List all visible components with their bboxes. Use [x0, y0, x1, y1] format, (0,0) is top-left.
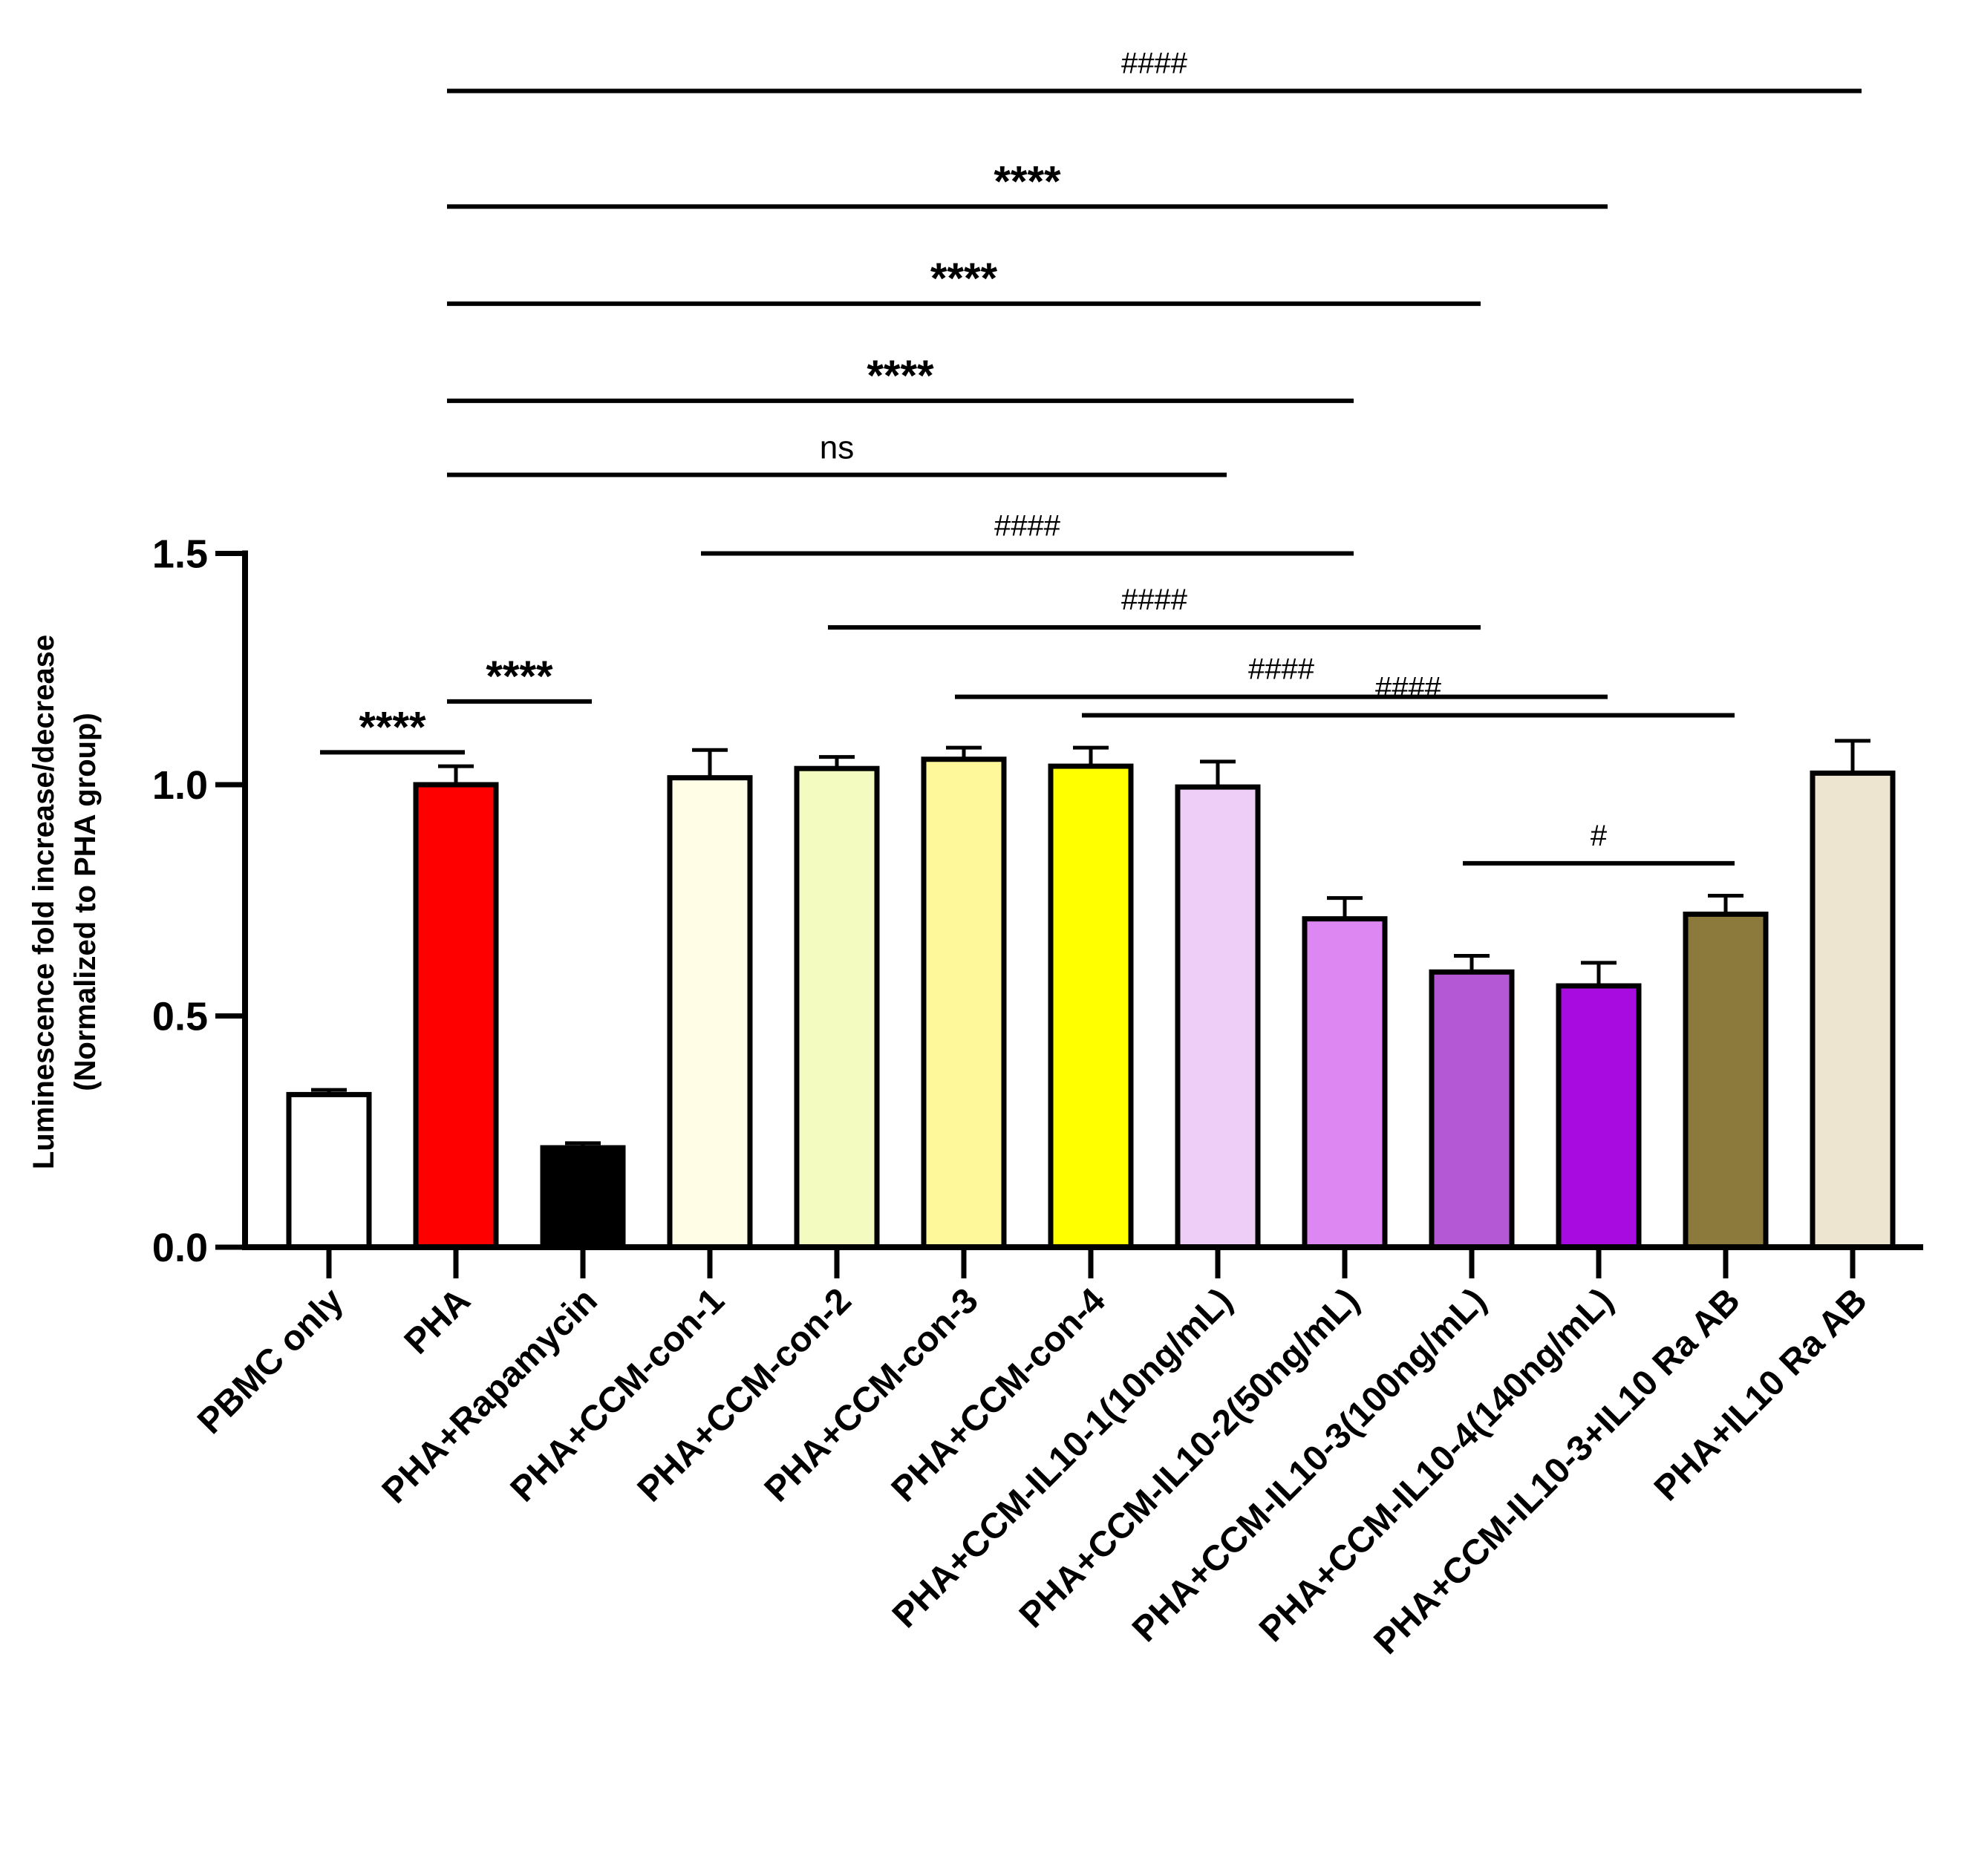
bar-pha-ccm-il10-1-10ng-ml [1175, 784, 1261, 1250]
y-tick-label-2: 1.0 [152, 763, 208, 808]
x-label-pha-ccm-con-2: PHA+CCM-con-2 [630, 1281, 859, 1509]
bar-pha-ccm-il10-4-140ng-ml [1556, 983, 1642, 1250]
significance-label-3: **** [994, 157, 1061, 206]
x-label-pha-rapamycin: PHA+Rapamycin [375, 1281, 605, 1511]
x-label-pha-ccm-con-3: PHA+CCM-con-3 [757, 1281, 986, 1509]
significance-label-0: **** [359, 703, 426, 751]
significance-label-5: **** [867, 352, 934, 400]
significance-annotations: ********####************ns##############… [320, 48, 1862, 866]
bar-pha-ccm-il10-3-100ng-ml [1429, 969, 1515, 1250]
y-tick-label-3: 1.5 [152, 532, 208, 577]
bar-pha-ccm-con-2 [794, 765, 880, 1250]
y-axis-title: Luminescence fold increase/decrease (Nor… [27, 635, 102, 1169]
significance-label-11: # [1591, 820, 1608, 852]
x-label-pha-il10-ra-ab: PHA+IL10 Ra AB [1647, 1281, 1875, 1509]
bar-pha-ccm-con-3 [921, 756, 1007, 1250]
x-label-pbmc-only: PBMC only [190, 1281, 351, 1442]
significance-label-4: **** [930, 255, 998, 303]
bar-pha-rapamycin [540, 1145, 626, 1250]
bar-pha-ccm-con-4 [1048, 763, 1134, 1250]
significance-label-7: #### [994, 510, 1061, 543]
bar-pha [413, 782, 499, 1250]
x-label-pha-ccm-con-1: PHA+CCM-con-1 [503, 1281, 732, 1509]
significance-label-2: #### [1121, 48, 1188, 80]
bar-pha-ccm-il10-3-il10-ra-ab [1683, 911, 1769, 1250]
significance-label-1: **** [486, 653, 553, 701]
x-label-pha-ccm-con-4: PHA+CCM-con-4 [884, 1281, 1113, 1509]
significance-label-8: #### [1121, 584, 1188, 616]
bar-pbmc-only [286, 1091, 372, 1250]
y-axis-title-line-2: (Normalized to PHA group) [69, 713, 102, 1091]
significance-label-10: #### [1375, 672, 1442, 705]
significance-label-9: #### [1248, 653, 1315, 686]
y-axis-title-line-1: Luminescence fold increase/decrease [27, 635, 60, 1169]
bar-pha-ccm-il10-2-50ng-ml [1302, 916, 1388, 1250]
bar-pha-ccm-con-1 [667, 775, 753, 1250]
x-label-pha: PHA [397, 1281, 478, 1362]
y-tick-label-1: 0.5 [152, 995, 208, 1039]
y-tick-label-0: 0.0 [152, 1226, 208, 1270]
significance-label-6: ns [820, 430, 854, 466]
bar-pha-il10-ra-ab [1810, 770, 1896, 1250]
bar-series [286, 739, 1896, 1250]
